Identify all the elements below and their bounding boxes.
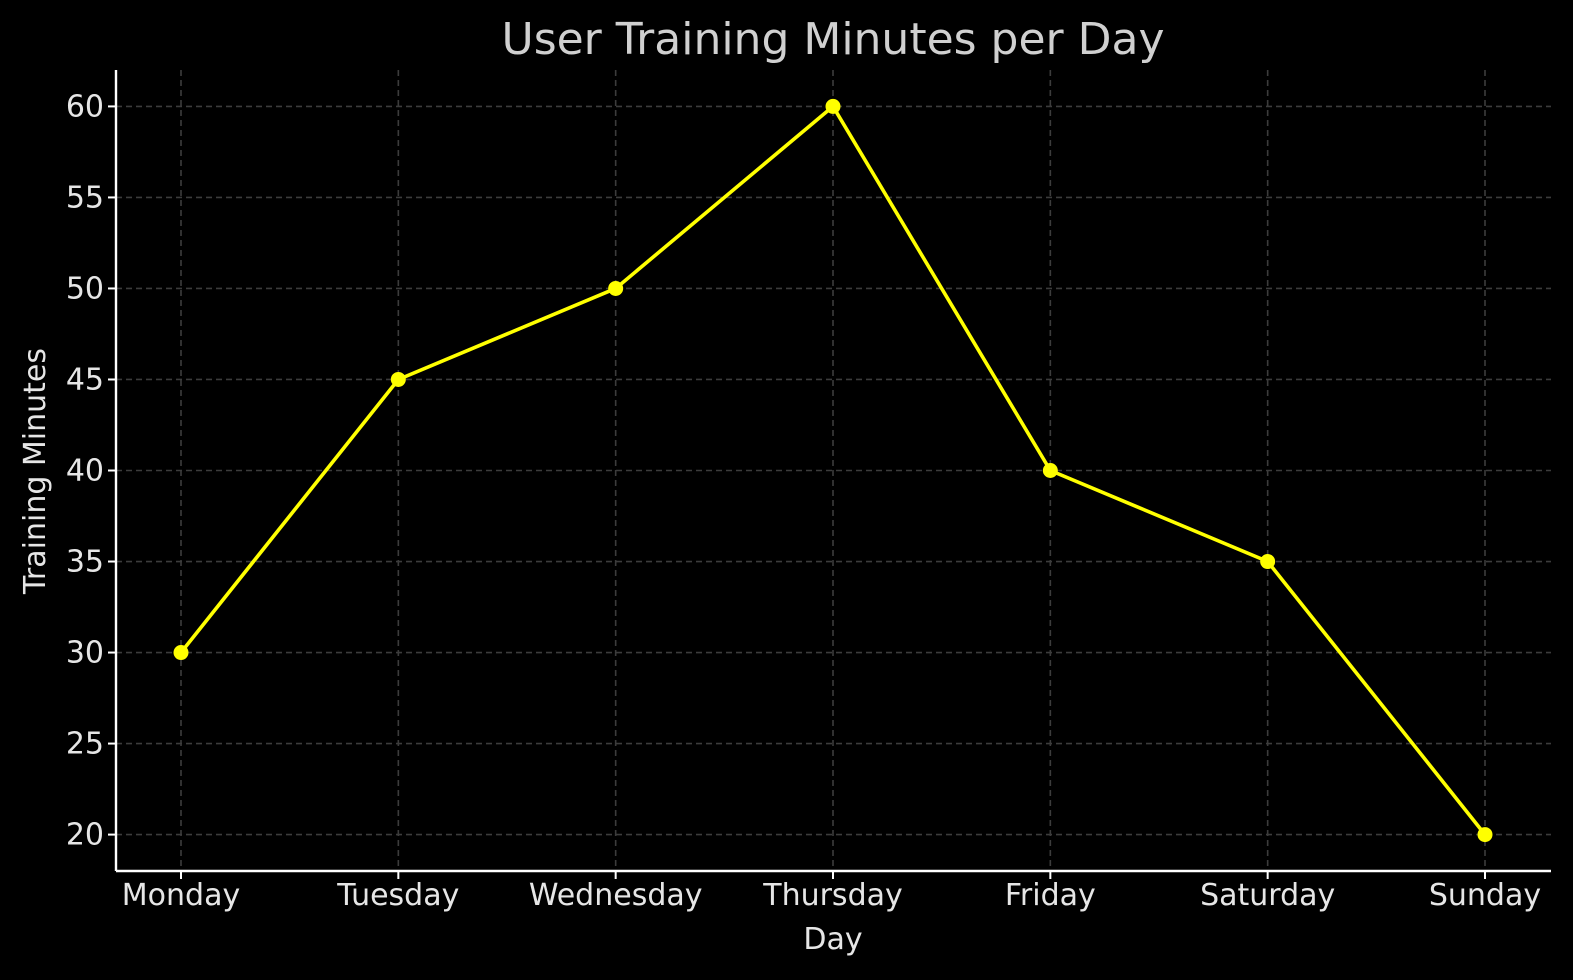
x-tick-label: Thursday	[762, 878, 903, 913]
data-point-wednesday	[608, 280, 624, 296]
data-point-monday	[173, 645, 189, 661]
x-axis-ticks: Monday Tuesday Wednesday Thursday Friday Satu…	[122, 871, 1541, 913]
series	[173, 98, 1493, 843]
y-tick-label: 45	[66, 362, 104, 397]
x-tick-label: Wednesday	[529, 878, 703, 913]
chart-title: User Training Minutes per Day	[501, 14, 1164, 65]
y-tick-label: 50	[66, 271, 104, 306]
y-axis-label: Training Minutes	[18, 348, 53, 595]
y-axis-ticks: 20 25 30 35 40 45 50 55 60	[66, 89, 116, 853]
grid	[116, 70, 1551, 871]
x-axis-label: Day	[803, 922, 862, 957]
data-point-tuesday	[390, 371, 406, 387]
y-tick-label: 55	[66, 180, 104, 215]
x-tick-label: Tuesday	[336, 878, 459, 913]
y-tick-label: 35	[66, 545, 104, 580]
x-tick-label: Friday	[1005, 878, 1096, 913]
y-tick-label: 40	[66, 454, 104, 489]
data-point-sunday	[1477, 827, 1493, 843]
y-tick-label: 60	[66, 89, 104, 124]
data-point-thursday	[825, 98, 841, 114]
x-tick-label: Sunday	[1429, 878, 1541, 913]
y-tick-label: 25	[66, 727, 104, 762]
y-tick-label: 20	[66, 818, 104, 853]
y-tick-label: 30	[66, 636, 104, 671]
data-point-saturday	[1260, 554, 1276, 570]
x-tick-label: Monday	[122, 878, 240, 913]
data-point-friday	[1042, 463, 1058, 478]
x-tick-label: Saturday	[1200, 878, 1335, 913]
